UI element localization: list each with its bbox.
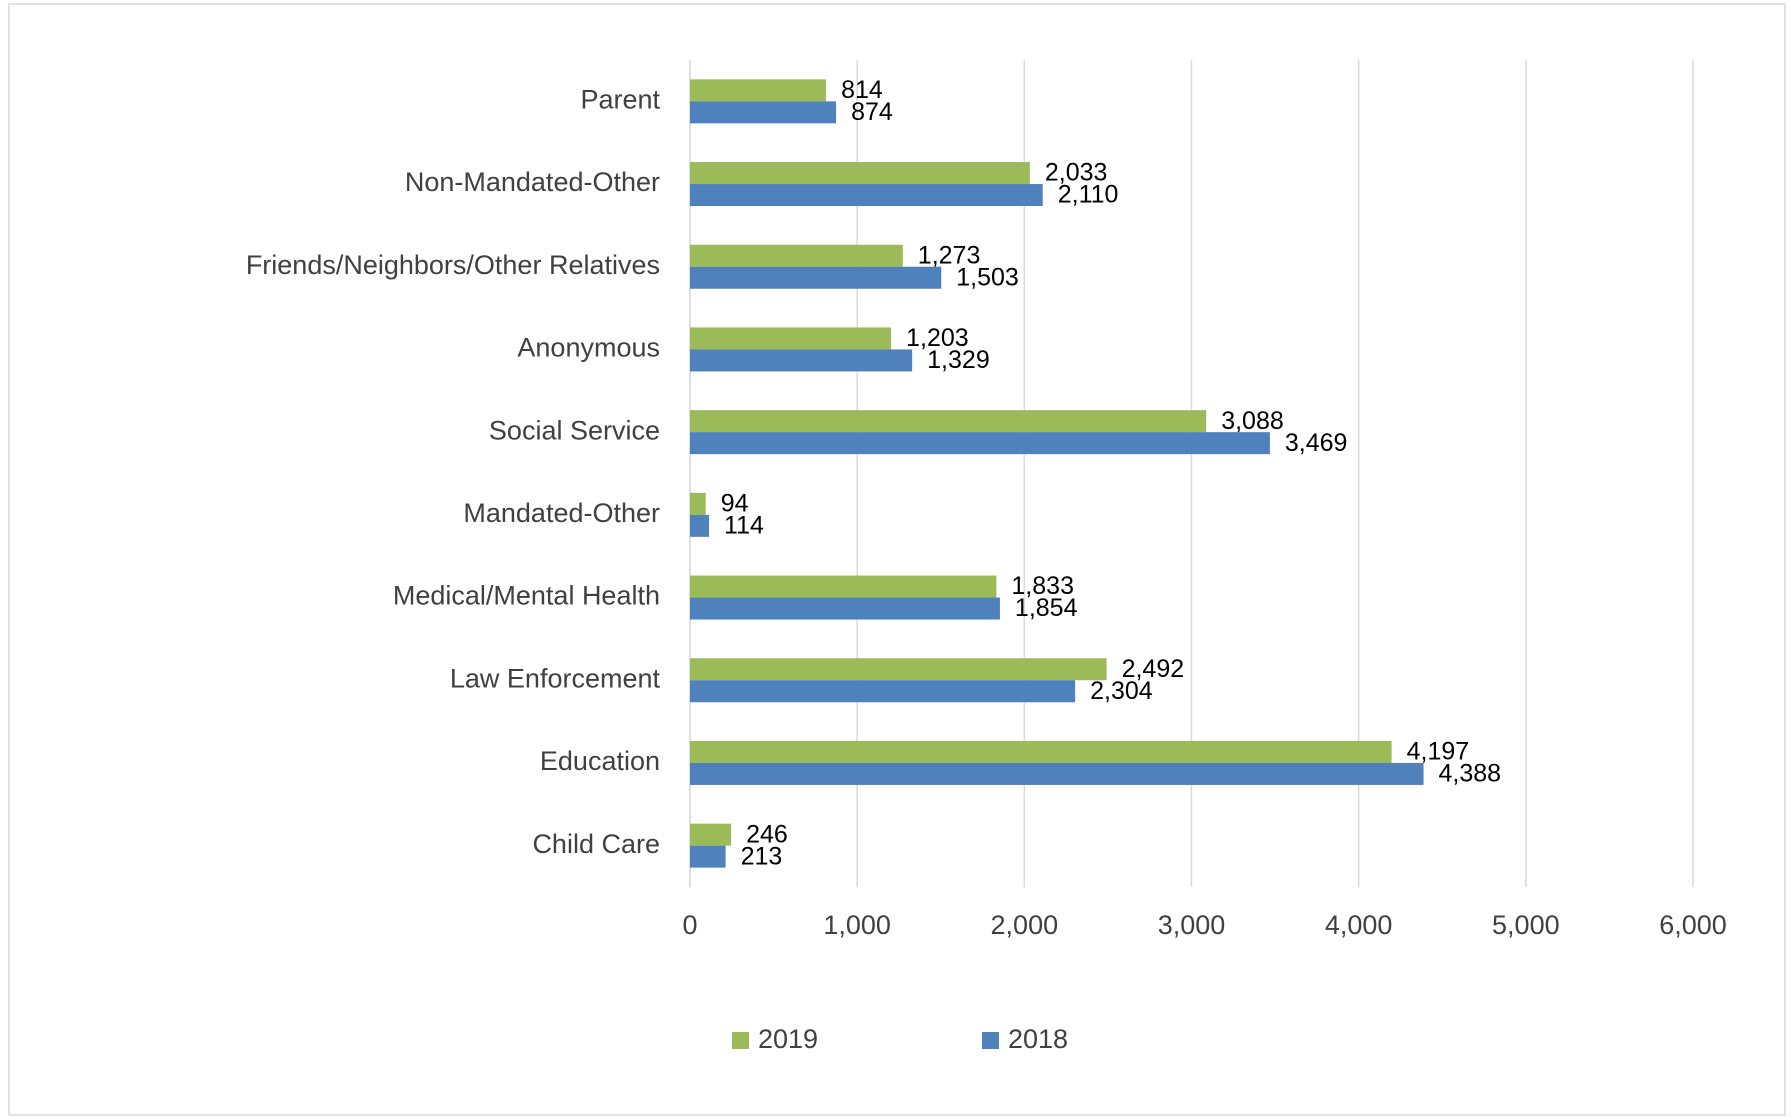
bar [690,823,732,846]
category-label: Medical/Mental Health [393,581,660,611]
bar [690,349,913,372]
value-label: 1,329 [927,346,990,374]
x-tick-label: 4,000 [1325,910,1393,940]
category-label: Education [540,746,660,776]
value-label: 1,833 [1011,572,1074,600]
bar [690,410,1207,433]
bar [690,845,726,868]
category-label: Friends/Neighbors/Other Relatives [246,250,660,280]
x-tick-label: 5,000 [1492,910,1560,940]
category-label: Mandated-Other [463,498,660,528]
x-tick-label: 2,000 [991,910,1059,940]
bar [690,740,1392,763]
bar [690,266,942,289]
value-label: 1,503 [956,263,1019,291]
bar [690,514,710,537]
x-tick-label: 0 [682,910,697,940]
value-label: 3,088 [1221,407,1284,435]
legend-label: 2018 [1008,1024,1068,1054]
legend-label: 2019 [758,1024,818,1054]
value-label: 94 [721,489,749,517]
bar [690,162,1030,185]
bar [690,432,1270,455]
value-label: 2,492 [1122,655,1185,683]
value-label: 2,110 [1058,181,1119,209]
bar [690,575,997,598]
bar [690,762,1424,785]
category-label: Anonymous [517,333,660,363]
value-label: 4,197 [1407,738,1470,766]
bar [690,327,892,350]
category-label: Non-Mandated-Other [405,167,660,197]
category-label: Social Service [489,415,660,445]
bar [690,680,1076,703]
bar [690,244,903,267]
value-label: 1,854 [1015,594,1078,622]
legend-swatch [982,1032,999,1049]
value-label: 213 [741,842,783,870]
category-label: Law Enforcement [450,663,661,693]
legend-swatch [732,1032,749,1049]
value-label: 4,388 [1439,760,1502,788]
value-label: 114 [724,511,764,539]
value-label: 874 [851,98,893,126]
value-label: 2,304 [1090,677,1153,705]
x-tick-label: 3,000 [1158,910,1226,940]
category-label: Child Care [532,829,660,859]
value-label: 2,033 [1045,159,1108,187]
bar [690,101,837,124]
bar [690,184,1043,207]
value-label: 1,273 [918,241,981,269]
bar [690,597,1000,620]
bar [690,79,827,102]
bar [690,492,706,515]
x-tick-label: 6,000 [1659,910,1727,940]
value-label: 814 [841,76,883,104]
value-label: 246 [746,820,788,848]
value-label: 3,469 [1285,429,1348,457]
value-label: 1,203 [906,324,969,352]
category-label: Parent [580,84,660,114]
x-tick-label: 1,000 [823,910,891,940]
bar [690,658,1107,681]
